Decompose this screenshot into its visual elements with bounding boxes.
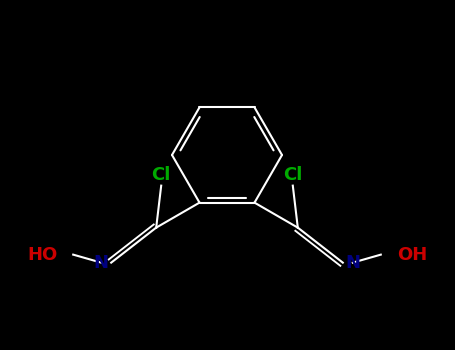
Text: Cl: Cl: [152, 166, 171, 184]
Text: Cl: Cl: [283, 166, 303, 184]
Text: N: N: [93, 254, 108, 272]
Text: HO: HO: [27, 246, 57, 264]
Text: OH: OH: [397, 246, 427, 264]
Text: N: N: [346, 254, 361, 272]
